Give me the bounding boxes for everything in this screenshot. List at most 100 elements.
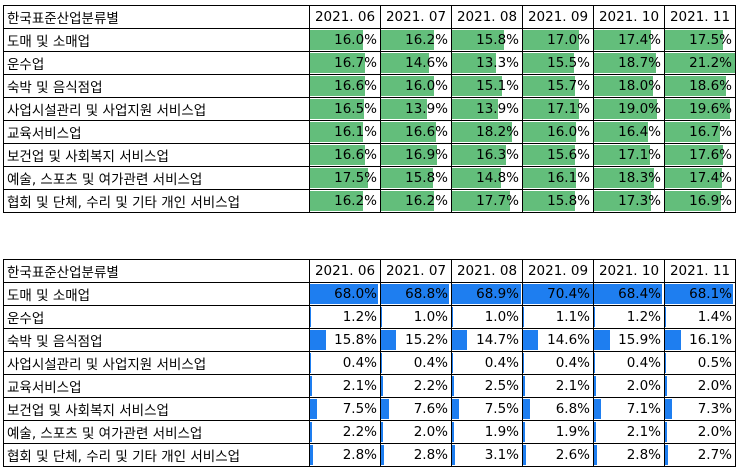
value-text: 16.9%: [689, 193, 732, 209]
data-bar: [665, 422, 667, 442]
value-text: 15.6%: [547, 147, 590, 163]
data-bar: [310, 76, 365, 96]
data-bar: [665, 122, 721, 142]
value-cell: 2.1%: [593, 420, 665, 444]
value-text: 1.4%: [697, 309, 732, 325]
industry-label: 보건업 및 사회복지 서비스업: [3, 143, 310, 167]
value-text: 2.0%: [413, 424, 448, 440]
table-row: 사업시설관리 및 사업지원 서비스업 16.5% 13.9% 13.9% 17.1% 19…: [3, 97, 736, 121]
data-bar: [310, 307, 312, 327]
data-bar: [523, 76, 575, 96]
value-text: 16.6%: [334, 147, 377, 163]
data-bar: [665, 145, 724, 165]
value-text: 16.7%: [689, 124, 732, 140]
value-text: 14.6%: [405, 55, 448, 71]
data-bar: [310, 445, 313, 465]
value-text: 2.1%: [342, 378, 377, 394]
value-text: 2.5%: [484, 378, 519, 394]
value-text: 1.1%: [555, 309, 590, 325]
value-text: 13.9%: [476, 101, 519, 117]
value-cell: 0.4%: [380, 351, 452, 375]
data-bar: [310, 122, 364, 142]
value-cell: 18.0%: [593, 74, 665, 98]
data-bar: [523, 168, 577, 188]
data-bar: [452, 53, 496, 73]
data-bar: [452, 284, 521, 304]
value-cell: 15.8%: [380, 166, 452, 190]
value-text: 16.6%: [405, 124, 448, 140]
data-bar: [665, 99, 730, 119]
value-text: 1.9%: [555, 424, 590, 440]
value-text: 16.4%: [618, 124, 661, 140]
data-bar: [452, 353, 454, 373]
value-cell: 15.6%: [522, 143, 594, 167]
value-cell: 2.5%: [451, 374, 523, 398]
value-cell: 2.0%: [380, 420, 452, 444]
data-bar: [665, 399, 673, 419]
data-bar: [665, 30, 723, 50]
data-bar: [523, 99, 580, 119]
value-text: 2.8%: [626, 447, 661, 463]
value-cell: 13.9%: [380, 97, 452, 121]
value-text: 16.2%: [405, 193, 448, 209]
value-text: 68.9%: [476, 286, 519, 302]
value-cell: 16.5%: [309, 97, 381, 121]
value-text: 16.5%: [334, 101, 377, 117]
data-bar: [452, 191, 511, 211]
value-text: 1.0%: [413, 309, 448, 325]
value-text: 17.1%: [547, 101, 590, 117]
value-text: 70.4%: [547, 286, 590, 302]
value-cell: 1.2%: [309, 305, 381, 329]
value-text: 1.2%: [342, 309, 377, 325]
data-bar: [452, 122, 513, 142]
value-text: 2.0%: [697, 378, 732, 394]
value-text: 2.6%: [555, 447, 590, 463]
value-cell: 14.6%: [380, 51, 452, 75]
value-cell: 15.8%: [309, 328, 381, 352]
value-cell: 68.1%: [664, 282, 736, 306]
period-header: 2021. 08: [451, 259, 523, 283]
data-bar: [594, 376, 596, 396]
data-bar: [665, 76, 727, 96]
value-text: 16.0%: [334, 32, 377, 48]
value-text: 17.5%: [689, 32, 732, 48]
industry-label: 도매 및 소매업: [3, 28, 310, 52]
value-text: 16.0%: [547, 124, 590, 140]
value-cell: 1.9%: [451, 420, 523, 444]
table-row: 운수업 16.7% 14.6% 13.3% 15.5% 18.7% 21.2%: [3, 51, 736, 75]
value-text: 68.0%: [334, 286, 377, 302]
value-cell: 7.3%: [664, 397, 736, 421]
value-text: 15.2%: [405, 332, 448, 348]
value-text: 21.2%: [689, 55, 732, 71]
value-text: 0.5%: [697, 355, 732, 371]
data-bar: [523, 284, 593, 304]
data-bar: [452, 145, 506, 165]
value-text: 17.0%: [547, 32, 590, 48]
table-row: 예술, 스포츠 및 여가관련 서비스업 2.2% 2.0% 1.9% 1.9% 2.1% 2…: [3, 420, 736, 444]
value-cell: 16.0%: [522, 120, 594, 144]
data-bar: [452, 399, 460, 419]
value-cell: 68.4%: [593, 282, 665, 306]
value-cell: 1.1%: [522, 305, 594, 329]
period-header: 2021. 07: [380, 259, 452, 283]
data-bar: [452, 76, 502, 96]
data-bar: [310, 330, 326, 350]
value-text: 14.8%: [476, 170, 519, 186]
value-cell: 2.1%: [522, 374, 594, 398]
value-text: 15.5%: [547, 55, 590, 71]
data-bar: [523, 307, 525, 327]
data-bar: [381, 445, 384, 465]
data-bar: [381, 191, 435, 211]
value-cell: 1.0%: [451, 305, 523, 329]
data-bar: [381, 30, 435, 50]
industry-label: 숙박 및 음식점업: [3, 74, 310, 98]
value-cell: 18.7%: [593, 51, 665, 75]
period-header: 2021. 09: [522, 5, 594, 29]
data-bar: [594, 307, 596, 327]
value-text: 16.7%: [334, 55, 377, 71]
value-text: 16.6%: [334, 78, 377, 94]
data-bar: [523, 353, 525, 373]
value-cell: 2.1%: [309, 374, 381, 398]
value-text: 16.3%: [476, 147, 519, 163]
industry-label: 예술, 스포츠 및 여가관련 서비스업: [3, 420, 310, 444]
